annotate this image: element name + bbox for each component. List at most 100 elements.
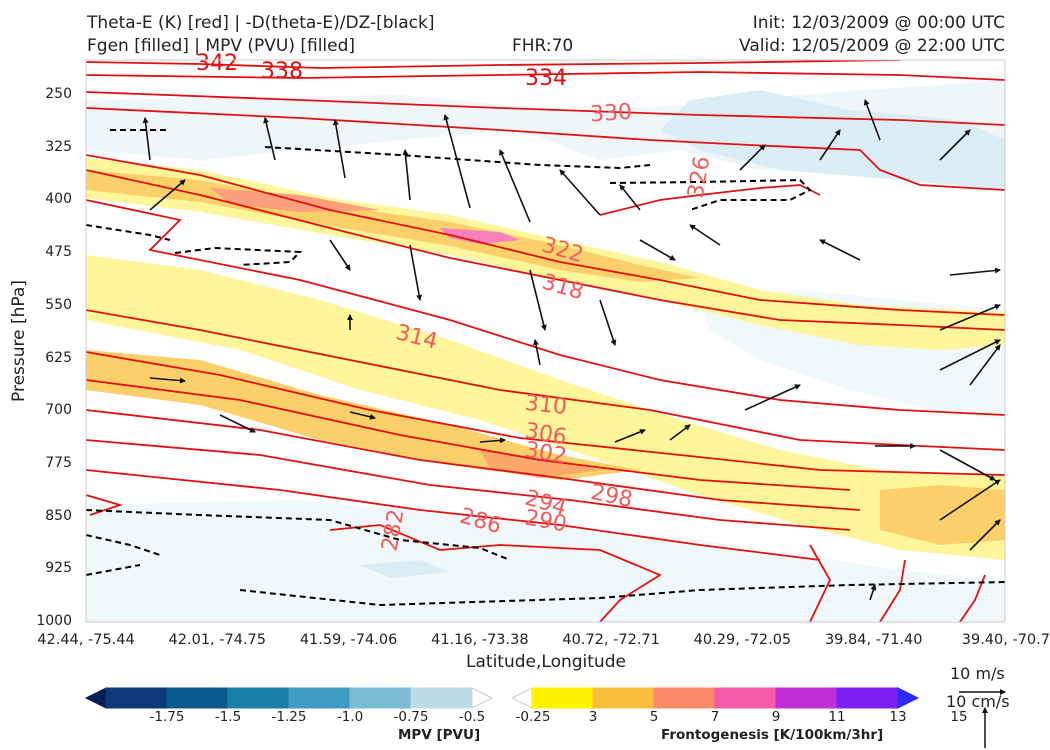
theta-e-contour — [599, 184, 821, 216]
wind-vector — [819, 239, 861, 261]
dthetae-contour — [86, 534, 161, 556]
wind-vector — [149, 179, 186, 211]
wind-vector — [332, 119, 346, 179]
dthetae-contour — [264, 146, 651, 170]
colorbar-tick-label: 15 — [950, 709, 968, 725]
wind-vector — [479, 437, 506, 444]
wind-vector — [529, 269, 547, 331]
wind-vector — [969, 519, 1001, 551]
mpv-colorbar-title: MPV [PVU] — [398, 727, 481, 743]
wind-vector — [349, 411, 376, 420]
theta-e-contour — [86, 199, 1005, 416]
colorbar-swatch — [714, 687, 777, 709]
wind-vector — [939, 304, 1001, 331]
theta-e-contours — [86, 60, 1005, 622]
dthetae-contour — [174, 246, 303, 266]
colorbar-swatch — [510, 687, 533, 709]
title-line-2: Fgen [filled] | MPV (PVU) [filled] — [87, 36, 356, 56]
wind-vector — [559, 169, 601, 216]
plot-frame — [85, 59, 1006, 623]
colorbar-tick-label: -1.75 — [149, 709, 185, 725]
x-tick-label: 42.44, -75.44 — [37, 632, 135, 648]
colorbar-tick-label: 5 — [649, 709, 659, 725]
vertical-scale-label: 10 cm/s — [946, 692, 1010, 711]
colorbar-tick-label: -0.25 — [515, 709, 551, 725]
colorbar-swatch — [105, 687, 168, 709]
theta-e-contour — [809, 544, 832, 622]
mpv-region — [86, 500, 1005, 622]
y-tick-label: 850 — [45, 507, 72, 524]
wind-vector — [142, 117, 151, 161]
colorbar-tick-label: 9 — [771, 709, 781, 725]
wind-vector — [499, 149, 531, 223]
y-tick-label: 700 — [45, 402, 72, 419]
x-tick-label: 40.72, -72.71 — [562, 632, 660, 648]
vector-scale-arrows — [959, 689, 1006, 748]
wind-vector — [639, 239, 676, 261]
theta-e-contour-label: 310 — [524, 391, 568, 420]
wind-vectors — [142, 99, 1001, 601]
colorbar-swatch — [775, 687, 838, 709]
y-tick-label: 400 — [45, 191, 72, 208]
wind-vector — [869, 584, 877, 601]
colorbar-tick-label: -0.75 — [393, 709, 429, 725]
fgen-colorbar-title: Frontogenesis [K/100km/3hr] — [661, 727, 884, 743]
y-axis-label: Pressure [hPa] — [9, 280, 29, 402]
colorbar-tick-label: 7 — [710, 709, 720, 725]
wind-vector — [939, 129, 971, 161]
y-tick-label: 250 — [45, 86, 72, 102]
wind-vector — [744, 384, 801, 411]
wind-vector — [689, 224, 721, 246]
theta-e-contour — [86, 309, 1005, 451]
colorbar-tick-label: 11 — [828, 709, 846, 725]
fgen-colorbar — [510, 687, 920, 709]
mpv-colorbar — [84, 687, 494, 709]
x-tick-label: 42.01, -74.75 — [168, 632, 267, 648]
colorbar-swatch — [592, 687, 655, 709]
wind-vector — [949, 267, 1001, 276]
dthetae-contour — [609, 178, 812, 211]
wind-vector — [863, 99, 881, 141]
colorbar-swatch — [349, 687, 412, 709]
theta-e-contour — [86, 71, 1005, 81]
title-line-1: Theta-E (K) [red] | -D(theta-E)/DZ-[blac… — [87, 13, 435, 33]
wind-vector — [443, 114, 471, 209]
y-tick-label: 625 — [45, 349, 72, 366]
valid-time: Valid: 12/05/2009 @ 22:00 UTC — [739, 36, 1005, 56]
wind-vector — [819, 129, 841, 161]
colorbar-tick-label: -0.5 — [458, 709, 486, 725]
theta-e-contour-label: 342 — [196, 51, 238, 76]
dthetae-contour — [86, 224, 171, 241]
theta-e-contour — [86, 469, 821, 561]
theta-e-contour-label: 338 — [261, 59, 303, 84]
theta-e-contour — [86, 107, 1005, 191]
y-tick-label: 475 — [45, 244, 72, 261]
dthetae-contour — [86, 509, 511, 561]
theta-e-contour — [86, 409, 861, 511]
colorbar-swatch — [653, 687, 716, 709]
fgen-region — [86, 255, 1005, 560]
wind-vector — [939, 449, 996, 481]
dthetae-contour — [86, 564, 141, 576]
colorbar-swatch — [410, 687, 473, 709]
y-tick-label: 775 — [45, 454, 72, 471]
wind-vector — [263, 117, 276, 161]
wind-vector — [149, 377, 186, 384]
x-tick-label: 40.29, -72.05 — [693, 632, 792, 648]
y-tick-label: 925 — [45, 560, 72, 577]
theta-e-contour — [86, 379, 851, 491]
wind-vector — [614, 429, 646, 443]
colorbar-swatch — [836, 687, 899, 709]
dthetae-contour — [239, 581, 1005, 607]
colorbar-tick-label: 3 — [588, 709, 598, 725]
wind-vector — [969, 344, 1001, 386]
y-tick-label: 325 — [45, 138, 72, 155]
wind-vector — [402, 149, 411, 201]
colorbar-swatch — [531, 687, 594, 709]
theta-e-contour — [86, 169, 1005, 331]
theta-e-contour — [86, 494, 124, 516]
wind-vector — [619, 184, 641, 211]
colorbar-swatch — [288, 687, 351, 709]
forecast-hour: FHR:70 — [512, 36, 574, 56]
x-tick-label: 41.16, -73.38 — [431, 632, 529, 648]
